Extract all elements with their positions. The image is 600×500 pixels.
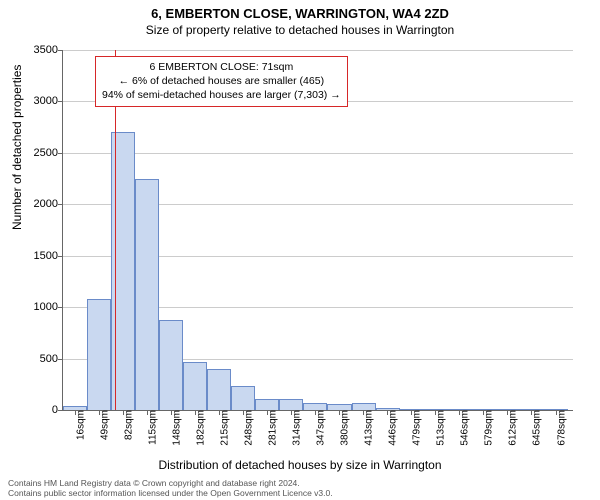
histogram-bar (183, 362, 207, 410)
xtick-label: 281sqm (266, 410, 279, 446)
annotation-box: 6 EMBERTON CLOSE: 71sqm← 6% of detached … (95, 56, 348, 107)
annotation-line: 94% of semi-detached houses are larger (… (102, 88, 341, 102)
xtick-label: 678sqm (554, 410, 567, 446)
title-block: 6, EMBERTON CLOSE, WARRINGTON, WA4 2ZD S… (0, 0, 600, 37)
xtick-label: 148sqm (169, 410, 182, 446)
footer-attribution: Contains HM Land Registry data © Crown c… (8, 478, 333, 498)
xtick-label: 612sqm (506, 410, 519, 446)
title-line1: 6, EMBERTON CLOSE, WARRINGTON, WA4 2ZD (0, 6, 600, 21)
ytick-label: 2000 (34, 198, 63, 210)
xtick-label: 16sqm (73, 410, 86, 440)
annotation-line: ← 6% of detached houses are smaller (465… (102, 74, 341, 88)
histogram-bar (352, 403, 376, 410)
xtick-label: 314sqm (290, 410, 303, 446)
plot-area: 050010001500200025003000350016sqm49sqm82… (62, 50, 573, 411)
histogram-bar (135, 179, 159, 410)
footer-line2: Contains public sector information licen… (8, 488, 333, 498)
xtick-label: 115sqm (145, 410, 158, 445)
xtick-label: 347sqm (314, 410, 327, 446)
histogram-bar (207, 369, 231, 410)
ytick-label: 3000 (34, 95, 63, 107)
histogram-bar (231, 386, 255, 410)
ytick-label: 1500 (34, 250, 63, 262)
ytick-label: 1000 (34, 301, 63, 313)
ytick-label: 0 (52, 404, 63, 416)
xtick-label: 645sqm (530, 410, 543, 446)
histogram-bar (279, 399, 303, 410)
gridline (63, 153, 573, 154)
y-axis-label: Number of detached properties (10, 65, 24, 230)
xtick-label: 413sqm (362, 410, 375, 446)
annotation-line: 6 EMBERTON CLOSE: 71sqm (102, 60, 341, 74)
xtick-label: 182sqm (193, 410, 206, 446)
x-axis-label: Distribution of detached houses by size … (0, 458, 600, 472)
xtick-label: 82sqm (121, 410, 134, 440)
histogram-bar (159, 320, 183, 411)
ytick-label: 3500 (34, 44, 63, 56)
xtick-label: 513sqm (434, 410, 447, 446)
xtick-label: 380sqm (338, 410, 351, 446)
xtick-label: 546sqm (458, 410, 471, 446)
gridline (63, 50, 573, 51)
xtick-label: 215sqm (217, 410, 230, 446)
xtick-label: 446sqm (386, 410, 399, 446)
histogram-bar (87, 299, 111, 410)
xtick-label: 479sqm (410, 410, 423, 446)
ytick-label: 2500 (34, 147, 63, 159)
title-line2: Size of property relative to detached ho… (0, 23, 600, 37)
ytick-label: 500 (40, 353, 63, 365)
footer-line1: Contains HM Land Registry data © Crown c… (8, 478, 333, 488)
xtick-label: 248sqm (241, 410, 254, 446)
xtick-label: 579sqm (482, 410, 495, 446)
histogram-bar (303, 403, 327, 410)
histogram-bar (255, 399, 279, 410)
xtick-label: 49sqm (97, 410, 110, 440)
chart-container: 6, EMBERTON CLOSE, WARRINGTON, WA4 2ZD S… (0, 0, 600, 500)
